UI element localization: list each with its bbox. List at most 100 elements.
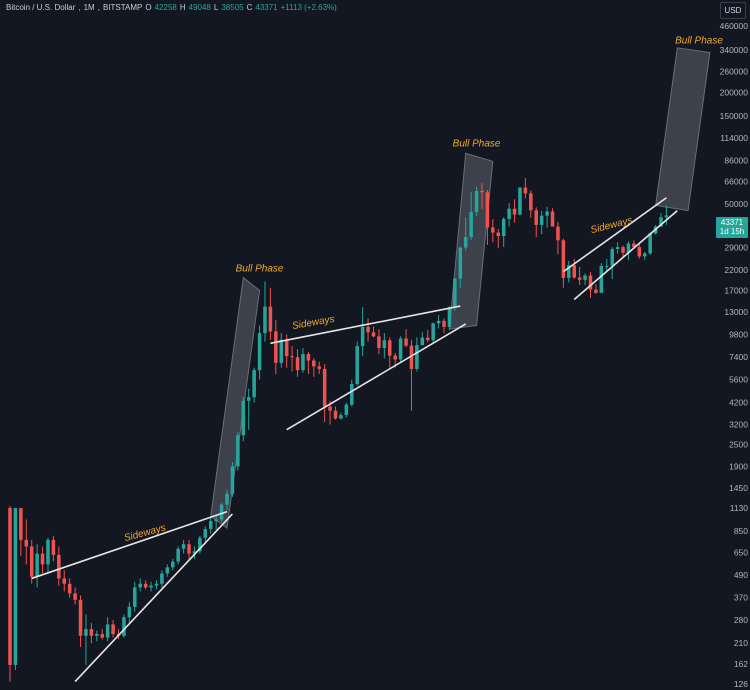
candle-body (95, 634, 99, 636)
high-key: H (179, 3, 186, 12)
candle-body (105, 624, 110, 638)
trendline (270, 305, 461, 345)
candle-body (306, 354, 311, 361)
candle-body (366, 326, 370, 333)
candle-body (78, 599, 83, 636)
candle-body (485, 192, 490, 228)
candle-body (550, 211, 555, 227)
candle-body (35, 553, 39, 577)
price-tick-label: 66000 (724, 177, 748, 187)
price-tick-label: 2500 (729, 439, 748, 449)
price-tick-label: 340000 (720, 45, 749, 55)
candle-body (436, 320, 441, 324)
trendline (562, 197, 667, 273)
trendline (573, 210, 678, 301)
annotation-label: Bull Phase (453, 139, 501, 150)
price-tick-label: 210 (734, 638, 748, 648)
candle-body (29, 546, 34, 577)
price-tick-label: 460000 (720, 21, 749, 31)
candle-body (496, 232, 501, 237)
candle-body (252, 370, 256, 398)
price-tick-label: 490 (734, 570, 748, 580)
symbol-name[interactable]: Bitcoin / U.S. Dollar (6, 3, 76, 12)
candle-body (328, 406, 332, 411)
price-tick-label: 7400 (729, 352, 748, 362)
candle-body (420, 337, 425, 346)
price-tick-label: 260000 (720, 67, 749, 77)
candle-body (13, 508, 18, 665)
candle-body (241, 400, 246, 436)
candle-body (154, 583, 159, 586)
trendlines (31, 197, 678, 683)
price-tick-label: 1130 (730, 503, 749, 513)
candle-body (192, 551, 197, 554)
bull-phase-box (655, 47, 711, 212)
separator: , (78, 3, 81, 12)
candle-body (344, 404, 349, 416)
candle-body (57, 554, 61, 579)
price-tick-label: 5600 (729, 375, 748, 385)
candle-body (208, 521, 213, 530)
candle-body (404, 338, 408, 346)
price-tick-label: 86000 (724, 155, 748, 165)
price-tick-label: 850 (734, 526, 748, 536)
candle-body (577, 277, 582, 280)
candle-body (594, 289, 598, 293)
candle-body (111, 624, 115, 635)
candle-body (160, 573, 164, 584)
close-key: C (246, 3, 253, 12)
candle-body (605, 265, 609, 267)
candle-body (425, 337, 430, 341)
price-tick-label: 1900 (729, 461, 748, 471)
price-tick-label: 4200 (729, 398, 748, 408)
candles (8, 178, 669, 682)
candle-body (469, 212, 473, 238)
phase-boxes (210, 47, 711, 529)
price-tick-label: 650 (734, 547, 748, 557)
candle-body (149, 585, 153, 588)
bull-phase-box (210, 276, 261, 529)
price-axis[interactable]: 460000 340000 260000 200000 150000 114000 8600… (720, 21, 749, 689)
candle-body (458, 247, 463, 279)
candle-body (203, 529, 208, 538)
candle-body (491, 227, 495, 233)
candle-body (599, 265, 604, 293)
candle-body (371, 332, 376, 337)
candle-body (312, 360, 316, 367)
candle-body (284, 339, 289, 357)
open-key: O (145, 3, 152, 12)
price-tick-label: 280 (734, 615, 748, 625)
candle-body (295, 357, 300, 371)
candle-body (474, 190, 479, 213)
candle-body (480, 190, 484, 193)
candle-body (350, 384, 354, 405)
price-tick-label: 9800 (729, 330, 748, 340)
candle-body (621, 247, 625, 253)
candle-body (138, 583, 142, 588)
candle-body (170, 561, 175, 568)
candle-body (198, 537, 202, 552)
candle-body (534, 210, 539, 225)
low-value: 38505 (221, 3, 244, 12)
currency-button[interactable]: USD (720, 2, 746, 19)
last-price-badge: 43371 1d 15h (716, 217, 748, 238)
candle-body (610, 249, 614, 266)
candle-body (133, 587, 137, 607)
candle-body (263, 306, 267, 334)
candle-body (567, 265, 571, 278)
candle-body (51, 539, 56, 555)
candle-body (664, 215, 669, 218)
candle-body (122, 617, 126, 636)
candle-body (46, 539, 50, 565)
candle-body (225, 493, 229, 505)
candle-body (539, 215, 544, 225)
price-tick-label: 13000 (724, 307, 748, 317)
candle-body (268, 306, 273, 332)
price-tick-label: 126 (734, 679, 748, 689)
candle-body (274, 331, 278, 363)
candle-body (165, 567, 170, 574)
candle-body (279, 339, 284, 363)
interval[interactable]: 1M (83, 3, 95, 12)
